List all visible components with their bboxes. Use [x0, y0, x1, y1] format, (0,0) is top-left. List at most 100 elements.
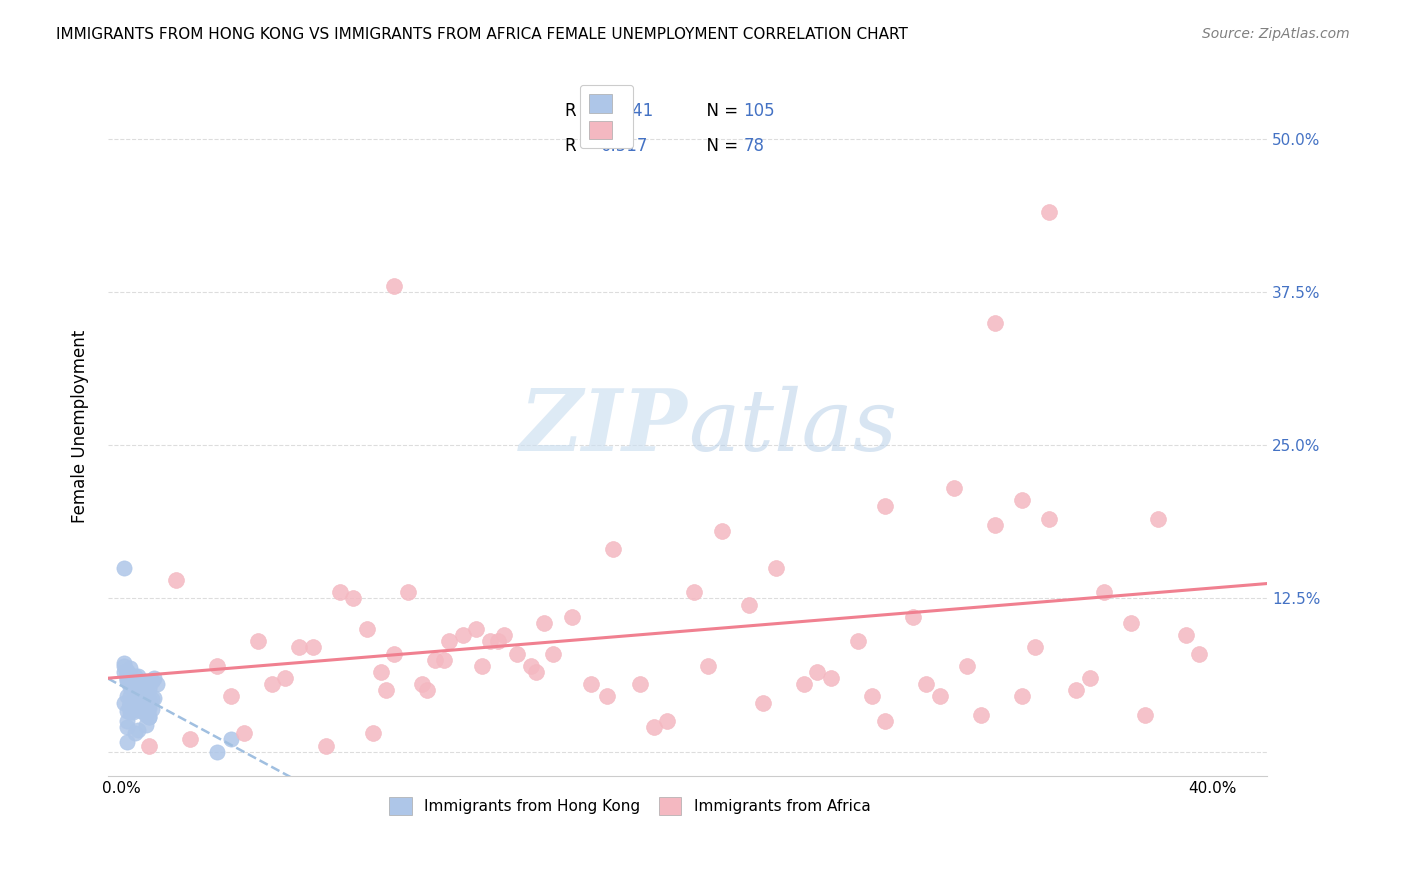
- Point: [697, 658, 720, 673]
- Point: [465, 622, 488, 636]
- Point: [138, 710, 160, 724]
- Point: [451, 628, 474, 642]
- Point: [274, 671, 297, 685]
- Point: [983, 316, 1005, 330]
- Text: 78: 78: [744, 136, 765, 155]
- Point: [437, 634, 460, 648]
- Point: [384, 278, 406, 293]
- Text: Source: ZipAtlas.com: Source: ZipAtlas.com: [1202, 27, 1350, 41]
- Point: [657, 714, 679, 728]
- Point: [411, 677, 433, 691]
- Point: [486, 634, 509, 648]
- Point: [129, 690, 152, 704]
- Point: [118, 698, 141, 712]
- Point: [124, 681, 146, 695]
- Point: [127, 688, 149, 702]
- Text: -0.041: -0.041: [600, 102, 654, 120]
- Point: [138, 682, 160, 697]
- Point: [205, 658, 228, 673]
- Point: [127, 683, 149, 698]
- Point: [124, 693, 146, 707]
- Point: [132, 688, 155, 702]
- Point: [115, 673, 138, 688]
- Point: [115, 735, 138, 749]
- Point: [124, 668, 146, 682]
- Point: [247, 634, 270, 648]
- Point: [301, 640, 323, 655]
- Point: [579, 677, 602, 691]
- Point: [121, 697, 143, 711]
- Point: [124, 726, 146, 740]
- Point: [846, 634, 869, 648]
- Y-axis label: Female Unemployment: Female Unemployment: [72, 330, 89, 524]
- Point: [970, 707, 993, 722]
- Point: [138, 710, 160, 724]
- Text: N =: N =: [696, 136, 744, 155]
- Point: [121, 706, 143, 720]
- Point: [533, 615, 555, 630]
- Point: [710, 524, 733, 538]
- Point: [135, 717, 157, 731]
- Text: ZIP: ZIP: [520, 385, 688, 468]
- Point: [124, 686, 146, 700]
- Point: [127, 680, 149, 694]
- Point: [1024, 640, 1046, 655]
- Point: [765, 561, 787, 575]
- Text: 105: 105: [744, 102, 775, 120]
- Point: [1188, 647, 1211, 661]
- Point: [806, 665, 828, 679]
- Point: [1011, 690, 1033, 704]
- Point: [219, 732, 242, 747]
- Point: [115, 667, 138, 681]
- Point: [115, 690, 138, 704]
- Point: [115, 714, 138, 728]
- Point: [115, 665, 138, 679]
- Point: [329, 585, 352, 599]
- Point: [129, 677, 152, 691]
- Point: [1078, 671, 1101, 685]
- Point: [127, 690, 149, 705]
- Point: [121, 693, 143, 707]
- Point: [121, 698, 143, 712]
- Point: [121, 702, 143, 716]
- Point: [124, 674, 146, 689]
- Point: [121, 700, 143, 714]
- Point: [118, 661, 141, 675]
- Point: [820, 671, 842, 685]
- Point: [524, 665, 547, 679]
- Point: [683, 585, 706, 599]
- Point: [1011, 493, 1033, 508]
- Point: [118, 676, 141, 690]
- Point: [118, 677, 141, 691]
- Point: [112, 561, 135, 575]
- Point: [1133, 707, 1156, 722]
- Point: [138, 697, 160, 711]
- Point: [141, 692, 163, 706]
- Point: [1119, 615, 1142, 630]
- Point: [751, 696, 773, 710]
- Point: [432, 653, 454, 667]
- Point: [361, 726, 384, 740]
- Point: [138, 694, 160, 708]
- Point: [315, 739, 337, 753]
- Point: [1174, 628, 1197, 642]
- Text: R =: R =: [565, 102, 600, 120]
- Point: [233, 726, 256, 740]
- Point: [356, 622, 378, 636]
- Point: [121, 699, 143, 714]
- Point: [875, 714, 897, 728]
- Point: [138, 700, 160, 714]
- Point: [901, 609, 924, 624]
- Point: [124, 678, 146, 692]
- Point: [915, 677, 938, 691]
- Point: [129, 704, 152, 718]
- Text: R =: R =: [565, 136, 600, 155]
- Point: [146, 677, 169, 691]
- Point: [132, 688, 155, 702]
- Point: [141, 702, 163, 716]
- Point: [384, 647, 406, 661]
- Point: [127, 723, 149, 737]
- Point: [143, 690, 166, 705]
- Point: [118, 706, 141, 720]
- Point: [132, 681, 155, 695]
